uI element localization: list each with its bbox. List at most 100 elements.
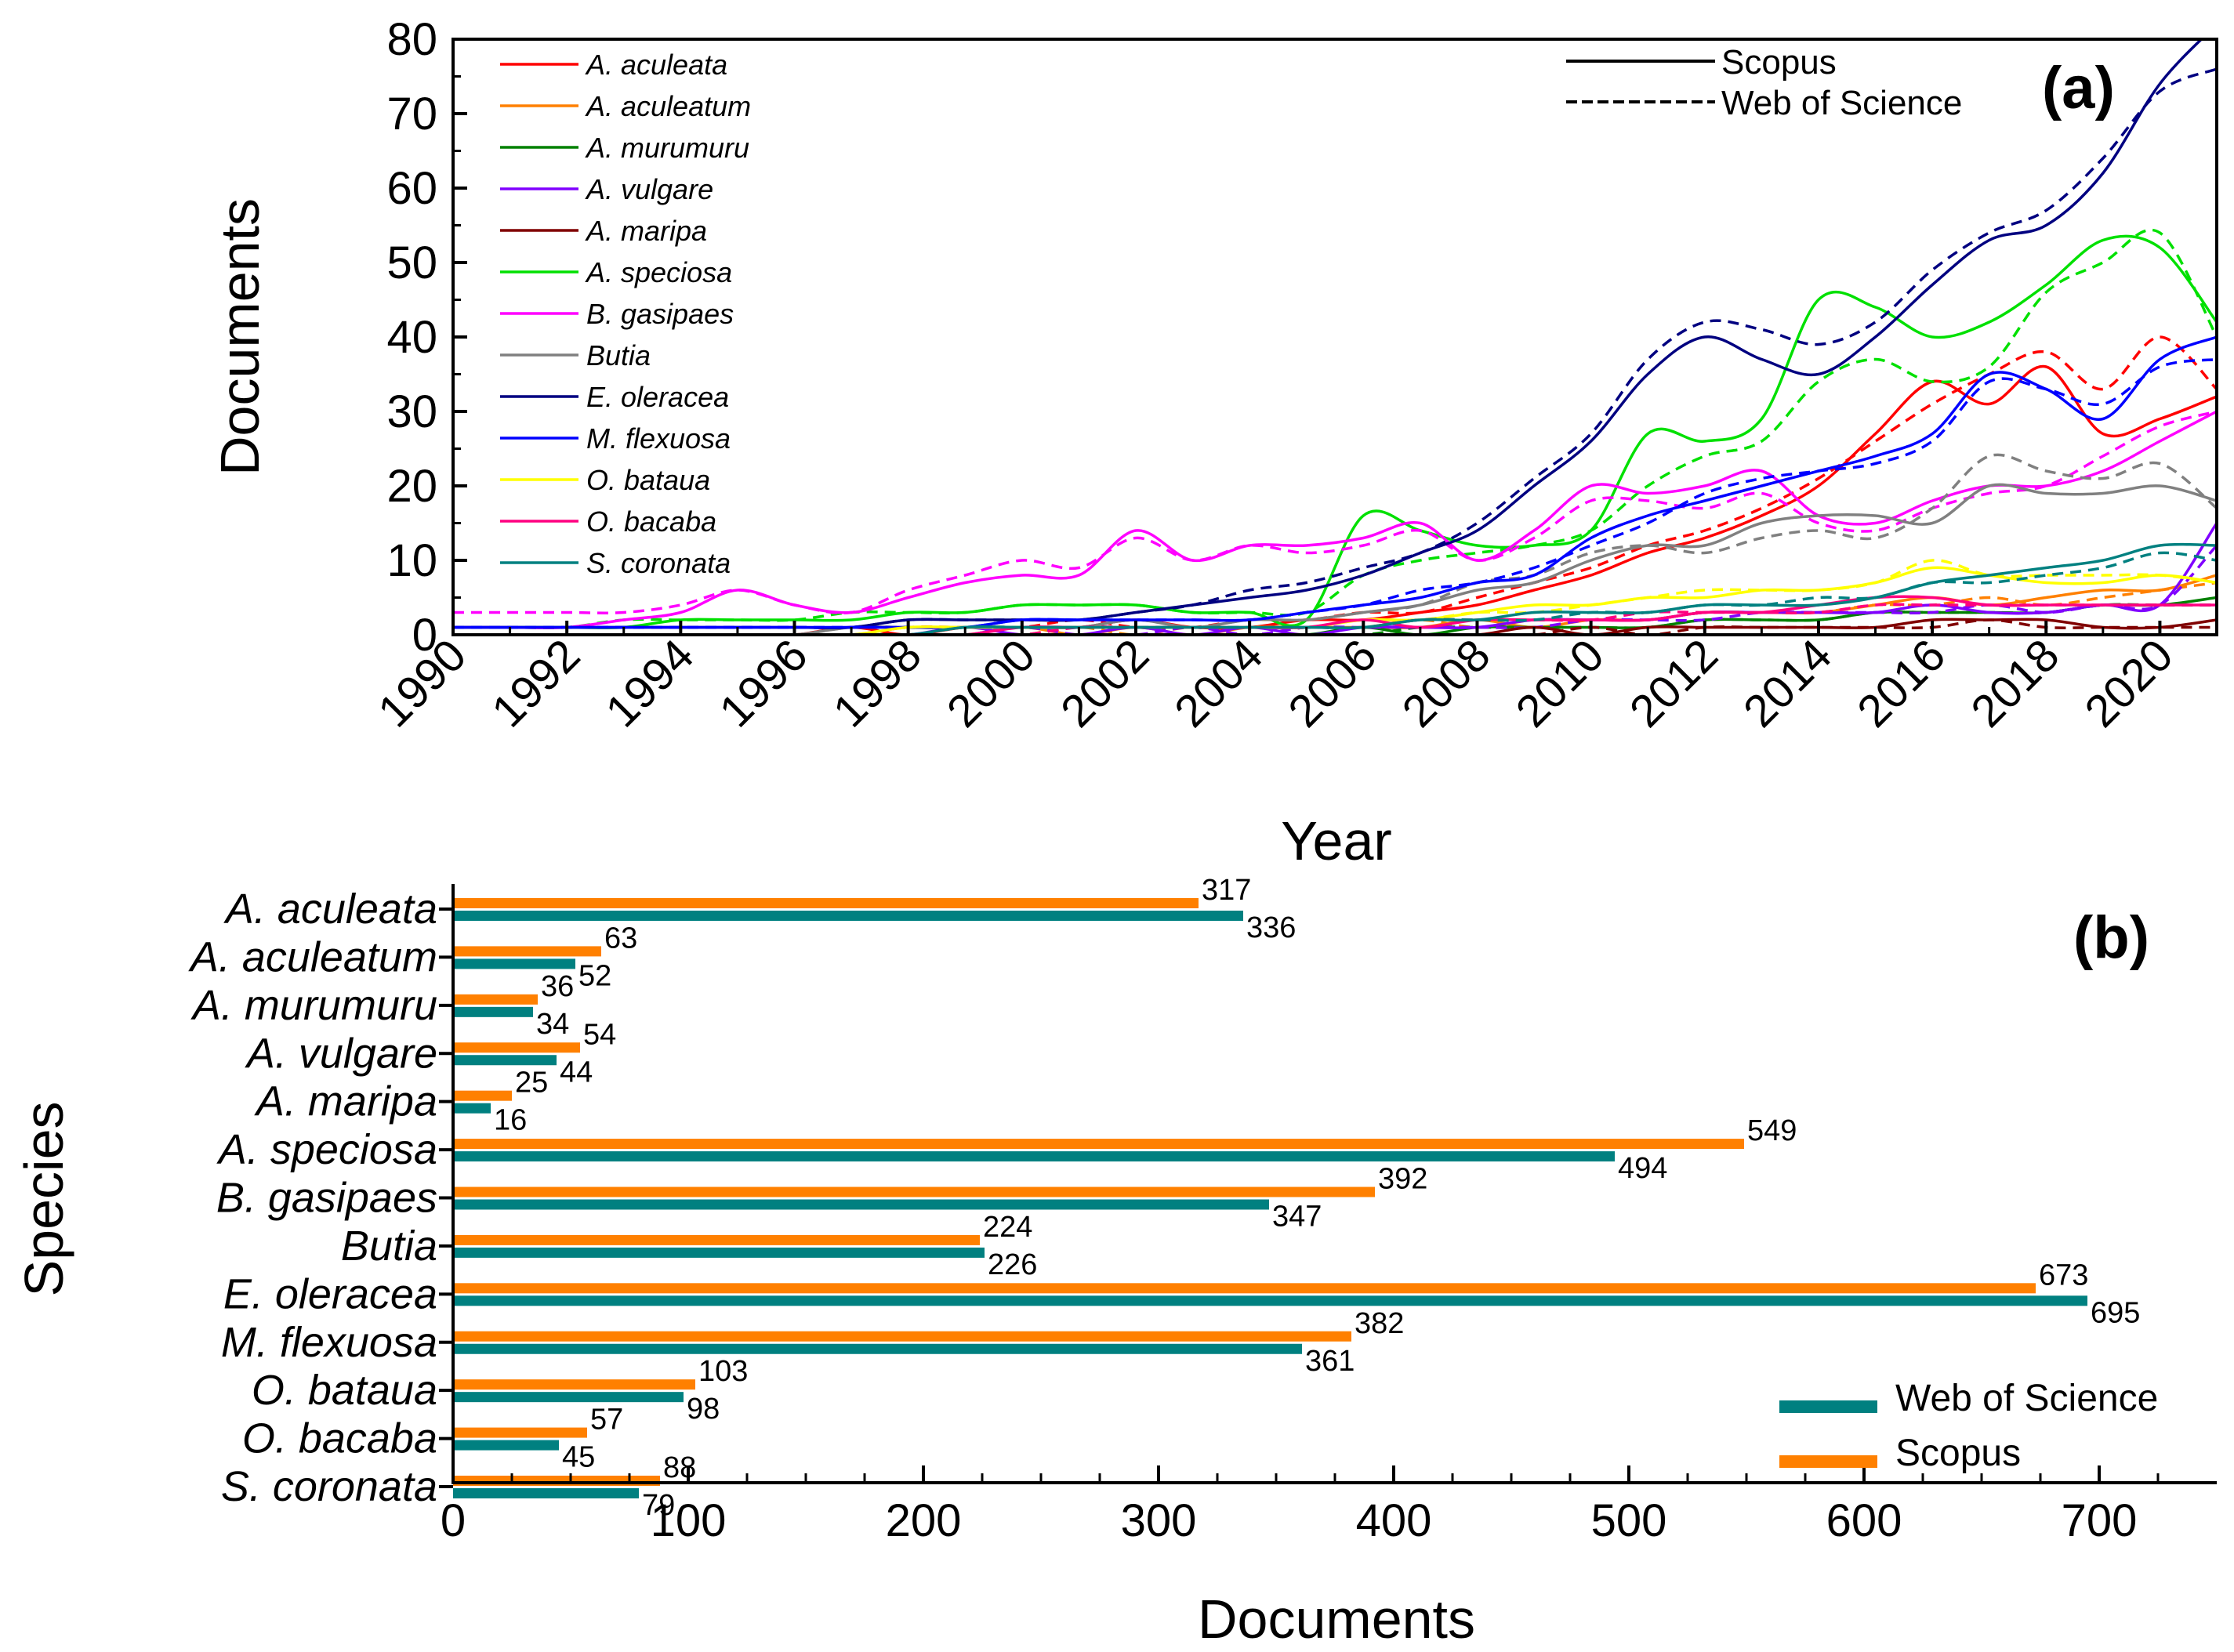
bar-label-scopus-b-gasipaes: 392 [1378,1163,1427,1196]
bar-label-wos-b-gasipaes: 347 [1272,1201,1322,1234]
species-label-o-bacaba: O. bacaba [242,1415,437,1462]
bar-scopus-m-flexuosa [453,1331,1351,1342]
bar-scopus-a-aculeatum [453,946,601,957]
x-tick-label: 2002 [1051,629,1159,737]
y-tick-label: 70 [386,89,437,139]
line-scopus-b-gasipaes [453,410,2217,629]
species-label-o-bataua: O. bataua [252,1367,437,1414]
legend-label-e-oleracea: E. oleracea [586,381,729,413]
legend-label-a-vulgare: A. vulgare [585,173,713,205]
legend-label-a-aculeatum: A. aculeatum [585,90,751,122]
y-tick-label: 30 [386,386,437,437]
y-tick-label: 60 [386,163,437,214]
bar-scopus-e-oleracea [453,1283,2036,1294]
x-tick-label: 1994 [596,629,703,737]
bar-label-scopus-butia: 224 [983,1211,1032,1244]
bar-label-wos-o-bacaba: 45 [562,1441,595,1474]
species-label-a-speciosa: A. speciosa [216,1126,437,1173]
legend-label-a-aculeata: A. aculeata [585,49,727,81]
bar-wos-o-bacaba [453,1440,559,1451]
y-tick-label: 20 [386,461,437,512]
line-scopus-m-flexuosa [453,335,2217,629]
bar-scopus-butia [453,1234,980,1245]
bar-label-wos-a-aculeatum: 52 [578,959,611,992]
legend-label-butia: Butia [586,339,651,371]
x-tick-label: 500 [1591,1495,1667,1546]
panel-a-x-axis-title: Year [1281,810,1391,871]
bar-wos-a-aculeatum [453,958,575,969]
x-tick-label: 100 [651,1495,727,1546]
species-label-s-coronata: S. coronata [221,1463,437,1510]
line-scopus-butia [453,483,2217,635]
x-tick-label: 400 [1356,1495,1432,1546]
bar-wos-e-oleracea [453,1295,2087,1306]
species-label-a-aculeata: A. aculeata [223,886,437,933]
legend-label-a-murumuru: A. murumuru [585,132,749,164]
bar-label-wos-o-bataua: 98 [687,1393,720,1426]
x-tick-label: 2012 [1620,629,1728,737]
bar-label-wos-a-speciosa: 494 [1618,1152,1667,1185]
bar-label-scopus-a-maripa: 25 [515,1067,548,1100]
species-label-a-aculeatum: A. aculeatum [188,933,437,980]
bar-label-scopus-a-aculeatum: 63 [604,922,637,955]
bar-wos-a-vulgare [453,1055,557,1066]
bar-label-scopus-e-oleracea: 673 [2039,1259,2088,1292]
bar-wos-a-speciosa [453,1151,1615,1162]
x-tick-label: 2016 [1848,629,1955,737]
bar-label-scopus-o-bacaba: 57 [590,1404,623,1436]
x-tick-label: 2000 [937,629,1045,737]
x-tick-label: 2014 [1734,629,1841,737]
line-scopus-a-speciosa [453,234,2217,629]
legend-label-scopus: Scopus [1895,1433,2021,1474]
panel-b-x-axis-title: Documents [1198,1589,1475,1650]
species-label-a-vulgare: A. vulgare [245,1030,437,1077]
bar-wos-a-murumuru [453,1006,533,1017]
bar-scopus-a-vulgare [453,1042,580,1053]
bar-scopus-a-maripa [453,1090,512,1101]
legend-swatch-web-of-science [1779,1400,1877,1413]
x-tick-label: 2004 [1165,629,1272,737]
species-label-a-maripa: A. maripa [254,1078,437,1125]
legend-swatch-scopus [1779,1455,1877,1468]
species-label-e-oleracea: E. oleracea [223,1270,437,1317]
bar-scopus-b-gasipaes [453,1186,1375,1197]
bar-label-scopus-s-coronata: 88 [663,1451,696,1484]
bar-label-scopus-a-murumuru: 36 [541,970,574,1003]
y-tick-label: 50 [386,237,437,288]
bar-label-wos-m-flexuosa: 361 [1305,1345,1355,1378]
panel-a-species-legend: A. aculeata A. aculeatum A. murumuru A. vul… [500,49,751,579]
species-label-m-flexuosa: M. flexuosa [221,1319,437,1366]
panel-b-label: (b) [2073,904,2149,971]
bar-wos-butia [453,1247,985,1258]
bar-label-wos-a-murumuru: 34 [536,1008,569,1041]
bar-label-scopus-a-speciosa: 549 [1747,1114,1797,1147]
x-tick-label: 2018 [1961,629,2069,737]
bar-label-wos-a-maripa: 16 [494,1104,527,1137]
bar-wos-a-maripa [453,1103,491,1114]
legend-label-a-maripa: A. maripa [585,215,707,247]
bar-wos-s-coronata [453,1488,639,1498]
source-legend-label-scopus: Scopus [1721,43,1837,82]
bar-wos-a-aculeata [453,911,1243,921]
bar-scopus-a-murumuru [453,994,538,1005]
bar-label-scopus-a-vulgare: 54 [583,1018,616,1051]
panel-b-y-axis-title: Species [13,1101,74,1296]
bar-label-scopus-o-bataua: 103 [698,1355,748,1388]
x-tick-label: 2008 [1392,629,1500,737]
bar-wos-o-bataua [453,1392,684,1403]
x-tick-label: 2006 [1278,629,1386,737]
bar-scopus-a-aculeata [453,898,1199,908]
bar-label-wos-e-oleracea: 695 [2091,1296,2140,1329]
bar-label-wos-butia: 226 [988,1248,1037,1281]
x-tick-label: 1996 [709,629,817,737]
legend-label-o-bataua: O. bataua [586,464,710,496]
legend-label-web-of-science: Web of Science [1895,1378,2158,1419]
bar-label-scopus-m-flexuosa: 382 [1355,1307,1404,1340]
bar-label-scopus-a-aculeata: 317 [1202,874,1251,907]
bar-scopus-o-bataua [453,1379,695,1390]
